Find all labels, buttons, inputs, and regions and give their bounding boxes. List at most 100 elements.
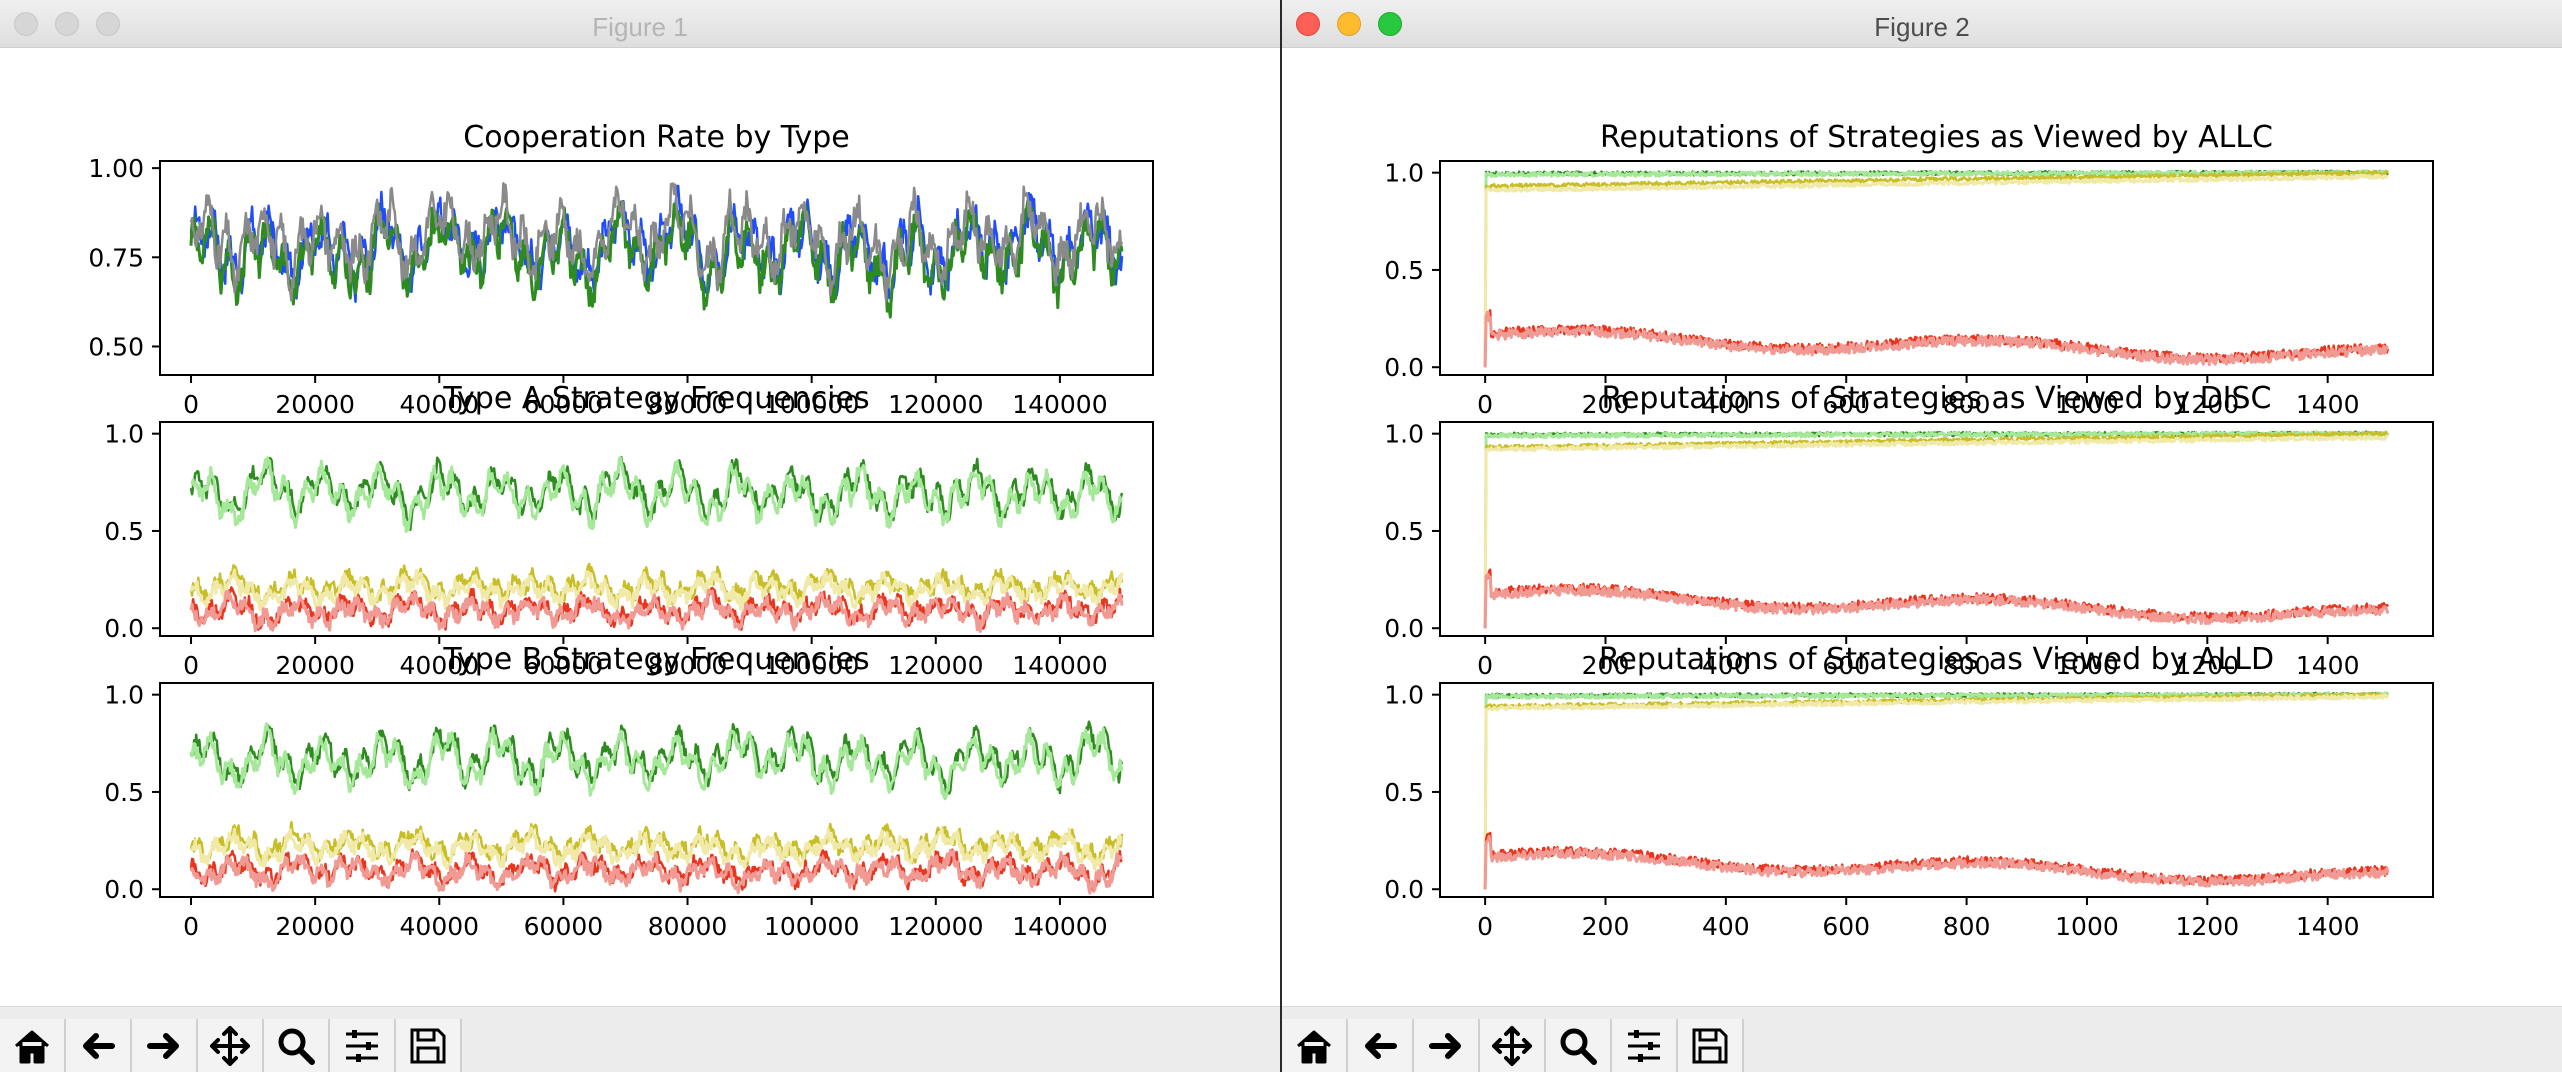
figure-1-window[interactable]: Figure 1 Cooperation Rate by Type 0 20000 4…: [0, 0, 1280, 1072]
navigation-toolbar: [0, 1006, 1280, 1072]
titlebar[interactable]: Figure 1: [0, 0, 1280, 48]
x-tick-label: 1000: [2055, 390, 2119, 419]
zoom-button[interactable]: [264, 1019, 330, 1072]
x-tick-label: 100000: [764, 912, 859, 941]
x-tick-label: 800: [1943, 912, 1991, 941]
close-button[interactable]: [1296, 12, 1320, 36]
x-tick-label: 1000: [2055, 912, 2119, 941]
figure-2-canvas[interactable]: Reputations of Strategies as Viewed by A…: [1282, 48, 2562, 1006]
y-tick-label: 0.75: [88, 243, 144, 272]
forward-arrow-button[interactable]: [1414, 1019, 1480, 1072]
back-arrow-icon: [83, 1033, 115, 1059]
x-tick-label: 800: [1943, 651, 1991, 680]
x-tick-label: 1400: [2296, 912, 2360, 941]
x-tick-label: 80000: [648, 651, 728, 680]
series-line-5: [189, 849, 1124, 895]
window-title: Figure 2: [1874, 12, 1970, 42]
save-button[interactable]: [1678, 1019, 1744, 1072]
series-line-1: [189, 722, 1124, 801]
subplots-config-button[interactable]: [1612, 1019, 1678, 1072]
save-icon: [410, 1028, 446, 1064]
x-tick-label: 1200: [2176, 390, 2240, 419]
pan-icon: [1492, 1026, 1532, 1066]
save-button[interactable]: [396, 1019, 462, 1072]
subplots-config-icon: [1628, 1030, 1660, 1062]
back-arrow-button[interactable]: [1348, 1019, 1414, 1072]
x-tick-label: 0: [1477, 651, 1493, 680]
series-line-5: [1483, 310, 2390, 368]
x-tick-label: 40000: [400, 390, 480, 419]
x-tick-label: 400: [1702, 651, 1750, 680]
chart-title: Reputations of Strategies as Viewed by A…: [1599, 642, 2274, 677]
series-line-1: [190, 456, 1124, 533]
forward-arrow-button[interactable]: [132, 1019, 198, 1072]
minimize-button[interactable]: [55, 12, 79, 36]
x-tick-label: 600: [1822, 912, 1870, 941]
x-tick-label: 400: [1702, 912, 1750, 941]
x-tick-label: 0: [183, 912, 199, 941]
traffic-lights: [1296, 12, 1402, 36]
y-tick-label: 0.0: [1384, 353, 1424, 382]
y-tick-label: 1.0: [1384, 681, 1424, 710]
figure-1-canvas[interactable]: Cooperation Rate by Type 0 20000 40000 60000…: [0, 48, 1280, 1006]
y-tick-label: 0.5: [104, 517, 144, 546]
subplot-0: Cooperation Rate by Type 0 20000 40000 60000…: [88, 120, 1154, 419]
x-tick-label: 140000: [1012, 912, 1107, 941]
home-icon: [15, 1030, 49, 1064]
x-tick-label: 60000: [524, 390, 604, 419]
x-tick-label: 100000: [764, 390, 859, 419]
y-tick-label: 0.0: [1384, 875, 1424, 904]
x-tick-label: 0: [183, 651, 199, 680]
pan-button[interactable]: [1480, 1019, 1546, 1072]
y-tick-label: 0.50: [88, 332, 144, 361]
series-line-5: [189, 588, 1124, 633]
y-tick-label: 0.0: [104, 614, 144, 643]
close-button[interactable]: [14, 12, 38, 36]
x-tick-label: 80000: [648, 912, 728, 941]
y-tick-label: 0.5: [1384, 256, 1424, 285]
subplots-config-button[interactable]: [330, 1019, 396, 1072]
series-line-2: [189, 182, 1124, 302]
zoom-button[interactable]: [96, 12, 120, 36]
x-tick-label: 120000: [888, 912, 983, 941]
y-tick-label: 0.0: [1384, 614, 1424, 643]
pan-button[interactable]: [198, 1019, 264, 1072]
series-line-5: [1483, 573, 2390, 629]
zoom-button[interactable]: [1378, 12, 1402, 36]
window-title: Figure 1: [592, 12, 688, 42]
x-tick-label: 600: [1822, 390, 1870, 419]
subplot-1: Type A Strategy Frequencies 0 20000 40000 60…: [104, 381, 1154, 680]
subplot-0: Reputations of Strategies as Viewed by A…: [1384, 120, 2434, 419]
subplot-2: Type B Strategy Frequencies 0 20000 40000 60…: [104, 642, 1154, 941]
chart-title: Type B Strategy Frequencies: [442, 642, 869, 677]
back-arrow-button[interactable]: [66, 1019, 132, 1072]
home-button[interactable]: [0, 1019, 66, 1072]
x-tick-label: 1200: [2176, 651, 2240, 680]
y-tick-label: 1.0: [104, 681, 144, 710]
x-tick-label: 1400: [2296, 651, 2360, 680]
x-tick-label: 20000: [275, 912, 355, 941]
y-tick-label: 0.5: [104, 778, 144, 807]
x-tick-label: 20000: [275, 651, 355, 680]
chart-title: Reputations of Strategies as Viewed by D…: [1601, 381, 2271, 416]
x-tick-label: 0: [1477, 390, 1493, 419]
traffic-lights: [14, 12, 120, 36]
series-line-3: [1483, 434, 2390, 629]
zoom-button[interactable]: [1546, 1019, 1612, 1072]
series-line-5: [1483, 834, 2390, 890]
save-icon: [1692, 1028, 1728, 1064]
minimize-button[interactable]: [1337, 12, 1361, 36]
y-tick-label: 0.5: [1384, 517, 1424, 546]
figure-2-window[interactable]: Figure 2 Reputations of Strategies as Vi…: [1282, 0, 2562, 1072]
x-tick-label: 400: [1702, 390, 1750, 419]
x-tick-label: 120000: [888, 651, 983, 680]
titlebar[interactable]: Figure 2: [1282, 0, 2562, 48]
navigation-toolbar: [1282, 1006, 2562, 1072]
y-tick-label: 1.00: [88, 154, 144, 183]
series-line-3: [189, 826, 1123, 872]
series-line-3: [1483, 173, 2389, 368]
y-tick-label: 1.0: [1384, 420, 1424, 449]
x-tick-label: 140000: [1012, 651, 1107, 680]
window-divider: [1280, 0, 1282, 1072]
home-button[interactable]: [1282, 1019, 1348, 1072]
